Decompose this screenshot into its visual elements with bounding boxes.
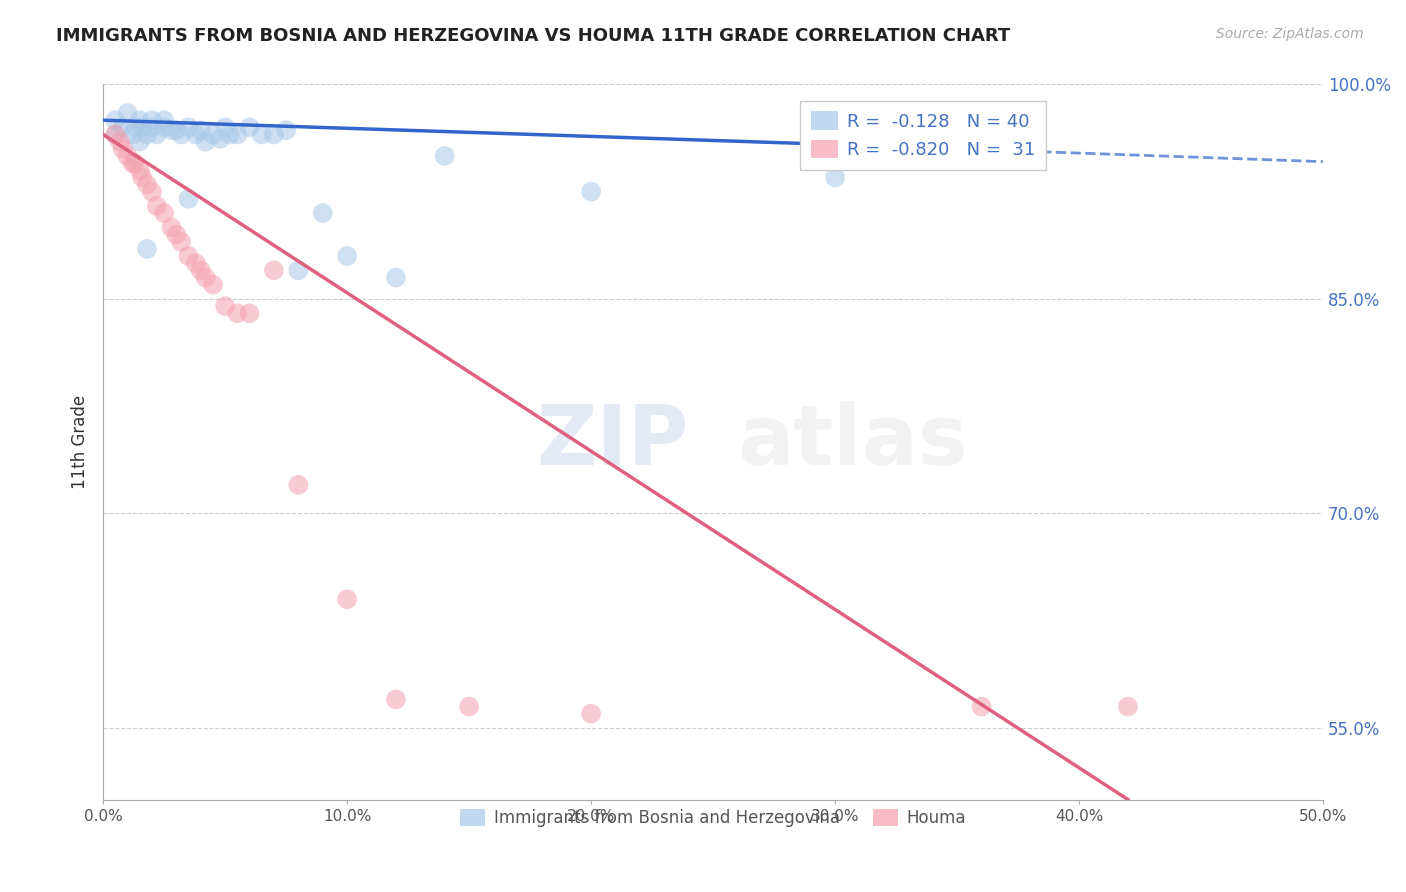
Point [226,306,249,320]
Point [250,128,273,142]
Point [312,206,335,220]
Point [141,120,163,135]
Point [226,128,249,142]
Point [184,128,207,142]
Point [146,199,169,213]
Point [201,277,224,292]
Point [121,128,143,142]
Point [194,270,217,285]
Point [201,128,224,142]
Point [141,113,163,128]
Point [458,699,481,714]
Text: atlas: atlas [738,401,969,483]
Point [104,128,127,142]
Point [153,206,176,220]
Point [385,270,408,285]
Point [1116,699,1139,714]
Point [276,123,298,137]
Point [190,263,212,277]
Point [336,592,359,607]
Point [124,156,146,170]
Point [117,106,139,120]
Point [131,170,153,185]
Point [263,128,285,142]
Point [160,220,183,235]
Point [177,192,200,206]
Point [153,113,176,128]
Point [184,256,207,270]
Point [104,113,127,128]
Legend: Immigrants from Bosnia and Herzegovina, Houma: Immigrants from Bosnia and Herzegovina, … [454,803,973,834]
Point [170,235,193,249]
Point [336,249,359,263]
Point [263,263,285,277]
Point [117,149,139,163]
Point [209,132,232,146]
Point [136,128,159,142]
Point [136,242,159,256]
Point [385,692,408,706]
Point [214,120,236,135]
Y-axis label: 11th Grade: 11th Grade [72,395,89,489]
Point [128,163,150,178]
Point [146,128,169,142]
Point [121,156,143,170]
Point [128,113,150,128]
Point [190,123,212,137]
Point [433,149,456,163]
Point [287,478,309,492]
Text: IMMIGRANTS FROM BOSNIA AND HERZEGOVINA VS HOUMA 11TH GRADE CORRELATION CHART: IMMIGRANTS FROM BOSNIA AND HERZEGOVINA V… [56,27,1011,45]
Point [160,123,183,137]
Point [165,123,187,137]
Point [177,249,200,263]
Point [214,299,236,313]
Point [165,227,187,242]
Point [170,128,193,142]
Point [219,128,242,142]
Point [124,120,146,135]
Point [111,120,134,135]
Point [141,185,163,199]
Point [131,120,153,135]
Point [136,178,159,192]
Point [579,706,602,721]
Text: ZIP: ZIP [536,401,689,483]
Point [824,170,846,185]
Point [970,699,993,714]
Point [579,185,602,199]
Point [104,128,127,142]
Point [287,263,309,277]
Point [194,135,217,149]
Point [111,142,134,156]
Point [128,135,150,149]
Point [108,135,131,149]
Point [177,120,200,135]
Point [238,120,260,135]
Point [153,120,176,135]
Text: Source: ZipAtlas.com: Source: ZipAtlas.com [1216,27,1364,41]
Point [238,306,260,320]
